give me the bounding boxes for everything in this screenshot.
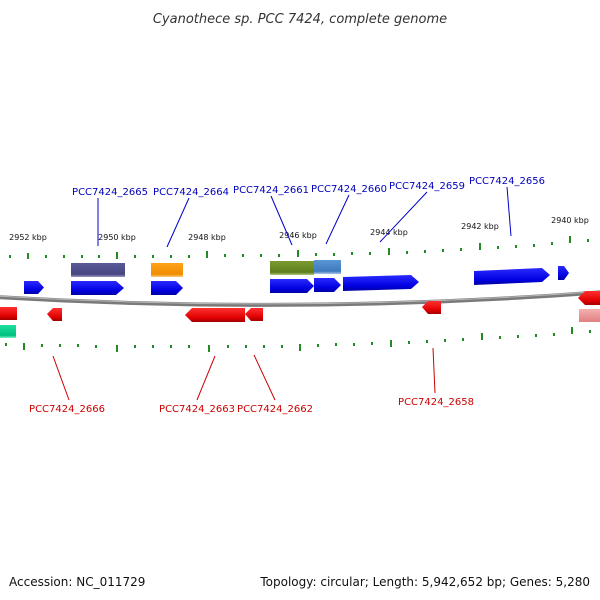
forward-strand-genes [24,266,569,295]
gene-label[interactable]: PCC7424_2664 [153,187,229,198]
reverse-leader-lines [52,347,436,401]
gene-label[interactable]: PCC7424_2661 [233,185,309,196]
ruler-label: 2940 kbp [551,216,589,225]
leader-line [325,194,350,245]
leader-line [52,355,70,401]
reverse-gene-block[interactable] [0,307,17,320]
leader-line [253,354,276,401]
genome-summary-text: Topology: circular; Length: 5,942,652 bp… [259,575,590,589]
reverse-gene-arrow[interactable] [185,308,245,322]
feature-block-purple[interactable] [71,263,125,277]
feature-block-orange[interactable] [151,263,183,277]
reverse-gene-arrow[interactable] [578,291,600,305]
reverse-gene-labels: PCC7424_2666 PCC7424_2663 PCC7424_2662 P… [29,397,474,415]
ruler-label: 2946 kbp [279,231,317,240]
reverse-gene-arrow[interactable] [422,301,441,314]
reverse-strand-genes [0,291,600,338]
gene-label[interactable]: PCC7424_2663 [159,404,235,415]
forward-gene-arrow[interactable] [24,281,44,294]
feature-block-olive[interactable] [270,261,314,275]
gene-label[interactable]: PCC7424_2666 [29,404,105,415]
ruler-label: 2950 kbp [98,233,136,242]
gene-label[interactable]: PCC7424_2662 [237,404,313,415]
outer-tick-marks [9,236,589,259]
gene-label[interactable]: PCC7424_2660 [311,184,387,195]
reverse-feature-teal[interactable] [0,325,16,338]
ruler-label: 2948 kbp [188,233,226,242]
feature-track [71,260,341,277]
accession-text: Accession: NC_011729 [9,575,145,589]
forward-gene-arrow[interactable] [314,278,341,292]
forward-gene-arrow[interactable] [151,281,183,295]
leader-line [166,197,190,248]
leader-line [506,186,512,237]
feature-block-steelblue[interactable] [314,260,341,274]
forward-gene-arrow[interactable] [474,268,550,285]
leader-line [196,355,216,401]
ruler-labels: 2952 kbp 2950 kbp 2948 kbp 2946 kbp 2944… [9,216,589,242]
inner-tick-marks [5,327,591,352]
forward-gene-arrow[interactable] [270,279,314,293]
reverse-gene-arrow[interactable] [47,308,62,321]
gene-label[interactable]: PCC7424_2658 [398,397,474,408]
gene-label[interactable]: PCC7424_2656 [469,176,545,187]
genome-backbone [0,290,600,307]
map-title: Cyanothece sp. PCC 7424, complete genome [153,12,447,27]
forward-leader-lines [97,186,512,248]
reverse-feature-pink[interactable] [579,309,600,322]
forward-gene-arrow[interactable] [343,275,419,291]
genome-backbone-highlight [0,290,600,305]
forward-gene-arrow[interactable] [558,266,569,280]
ruler-label: 2952 kbp [9,233,47,242]
gene-label[interactable]: PCC7424_2659 [389,181,465,192]
forward-gene-labels: PCC7424_2665 PCC7424_2664 PCC7424_2661 P… [72,176,545,198]
reverse-gene-arrow[interactable] [245,308,263,321]
ruler-label: 2942 kbp [461,222,499,231]
forward-gene-arrow[interactable] [71,281,124,295]
leader-line [432,347,436,394]
leader-line [379,191,428,243]
leader-line [270,195,293,246]
gene-label[interactable]: PCC7424_2665 [72,187,148,198]
